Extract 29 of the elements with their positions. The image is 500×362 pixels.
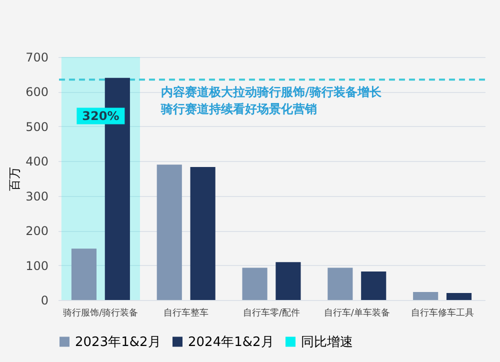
y-tick-label: 700 [26, 50, 48, 64]
annotation: 320% [82, 109, 120, 124]
bar [446, 293, 472, 300]
bar [413, 292, 438, 300]
x-tick-label: 自行车修车工具 [410, 308, 474, 318]
bar [242, 268, 268, 300]
y-tick-label: 0 [40, 294, 48, 308]
x-tick-label: 自行车/单车装备 [324, 308, 390, 318]
bar [328, 268, 353, 300]
y-axis-title: 百万 [8, 167, 22, 191]
y-tick-label: 200 [26, 224, 48, 238]
bar [71, 248, 97, 300]
annotation: 内容赛道极大拉动骑行服饰/骑行装备增长 [161, 85, 382, 99]
y-tick-label: 400 [26, 154, 48, 169]
bar [276, 262, 301, 300]
x-tick-label: 自行车零/配件 [242, 308, 300, 318]
legend-label: 2023年1&2月 [75, 334, 161, 350]
legend-label: 同比增速 [301, 334, 353, 350]
y-tick-label: 100 [26, 258, 48, 273]
bar [361, 272, 386, 300]
x-tick-label: 骑行服饰/骑行装备 [63, 308, 138, 318]
annotation: 骑行赛道持续看好场景化营销 [160, 102, 317, 116]
bar [190, 167, 216, 300]
bar [156, 164, 182, 300]
y-tick-label: 300 [26, 189, 48, 204]
legend-label: 2024年1&2月 [188, 334, 274, 350]
y-tick-label: 600 [26, 85, 48, 100]
x-tick-label: 自行车整车 [164, 308, 209, 318]
y-tick-label: 500 [26, 120, 48, 134]
